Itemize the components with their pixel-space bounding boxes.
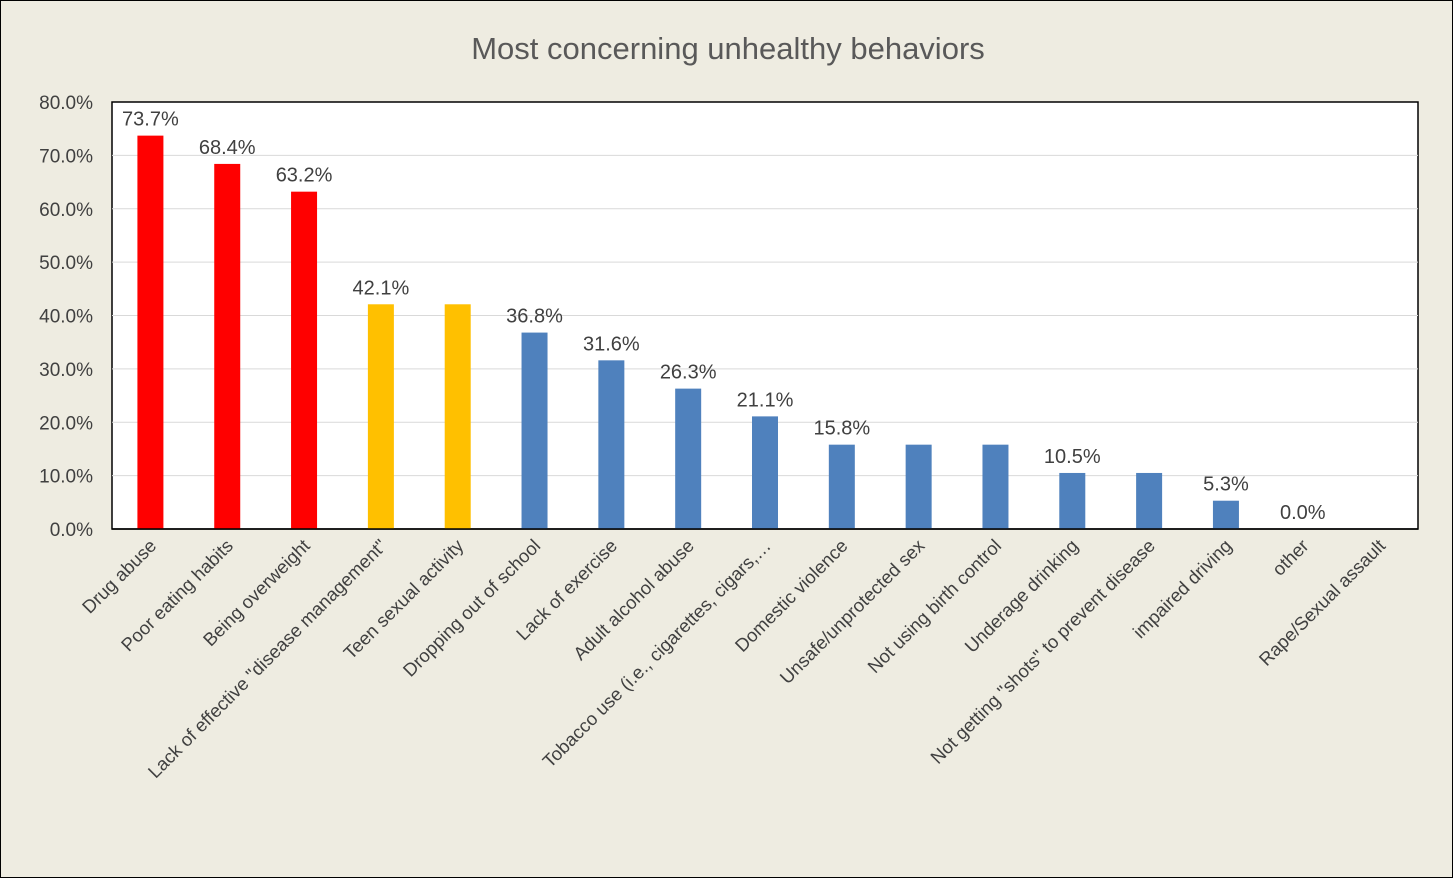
data-label: 73.7%	[122, 109, 179, 131]
data-labels: 73.7% 68.4% 63.2% 42.1% 36.8% 31.6% 26.3% 21.1%…	[122, 109, 1326, 524]
x-tick-label: Dropping out of school	[399, 535, 545, 681]
y-tick-label: 70.0%	[39, 146, 93, 167]
x-tick-label: Unsafe/unprotected sex	[775, 534, 929, 688]
x-tick-label: Drug abuse	[78, 535, 160, 617]
data-label: 26.3%	[660, 362, 717, 384]
data-label: 5.3%	[1203, 474, 1249, 496]
bar	[752, 416, 778, 529]
y-tick-label: 60.0%	[39, 200, 93, 221]
x-tick-label: other	[1268, 535, 1313, 580]
data-label: 31.6%	[583, 333, 640, 355]
y-tick-label: 10.0%	[39, 467, 93, 488]
y-tick-label: 0.0%	[50, 520, 93, 541]
bar	[905, 444, 932, 529]
bar	[291, 191, 318, 530]
bar	[1059, 472, 1086, 529]
bar	[137, 135, 164, 529]
bar	[367, 304, 394, 529]
y-tick-label: 40.0%	[39, 307, 93, 328]
bar	[444, 304, 471, 529]
bar	[598, 360, 625, 529]
y-tick-label: 30.0%	[39, 360, 93, 381]
bar	[828, 444, 855, 529]
y-tick-label: 80.0%	[39, 93, 93, 114]
data-label: 21.1%	[737, 389, 794, 411]
data-label: 10.5%	[1044, 446, 1101, 468]
bar	[1212, 500, 1239, 529]
bar	[521, 332, 548, 529]
chart-title: Most concerning unhealthy behaviors	[471, 31, 985, 66]
data-label: 63.2%	[276, 165, 333, 187]
bar	[675, 388, 702, 529]
y-tick-label: 20.0%	[39, 413, 93, 434]
bar	[214, 163, 241, 530]
data-label: 68.4%	[199, 137, 256, 159]
bar	[1136, 472, 1163, 529]
y-tick-label: 50.0%	[39, 253, 93, 274]
data-label: 36.8%	[506, 306, 563, 328]
bar	[982, 444, 1009, 529]
gridlines	[112, 154, 1418, 477]
x-tick-label: Not using birth control	[863, 535, 1005, 677]
y-axis-ticks: 0.0% 10.0% 20.0% 30.0% 40.0% 50.0% 60.0% 70.0% 8…	[39, 93, 93, 541]
data-label: 0.0%	[1280, 502, 1326, 524]
data-label: 15.8%	[813, 418, 870, 440]
x-tick-label: Rape/Sexual assault	[1255, 535, 1390, 670]
data-label: 42.1%	[353, 277, 410, 299]
bars	[137, 135, 1239, 530]
